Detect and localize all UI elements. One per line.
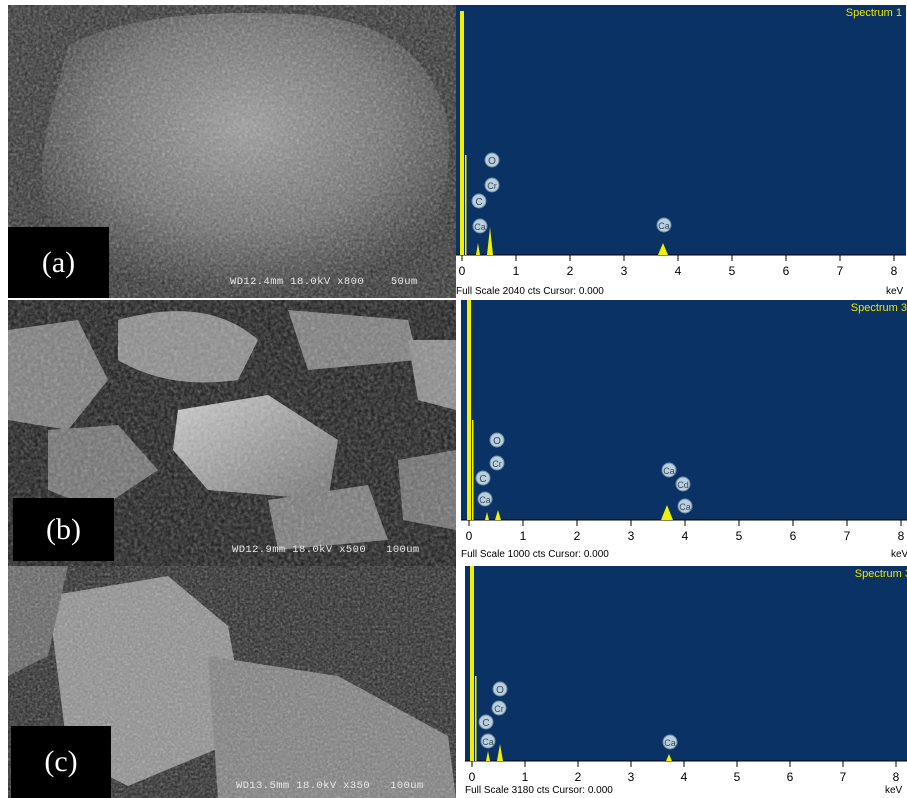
panel-label: (a) bbox=[8, 227, 109, 298]
tick-label: 3 bbox=[628, 770, 635, 784]
eds-plot-b: O Cr C Ca Ca Cd Ca 0 1 2 3 4 5 6 7 8 bbox=[461, 300, 907, 543]
tick-label: 5 bbox=[729, 264, 736, 278]
tick-label: 2 bbox=[574, 529, 581, 543]
tick-label: 4 bbox=[682, 529, 689, 543]
tick-label: 6 bbox=[787, 770, 794, 784]
axis-unit: keV bbox=[886, 286, 904, 297]
tick-label: 8 bbox=[898, 529, 905, 543]
tick-label: 0 bbox=[466, 529, 473, 543]
spectrum-title: Spectrum 3 bbox=[854, 568, 907, 580]
axis-unit: keV bbox=[891, 549, 907, 560]
svg-text:Cr: Cr bbox=[492, 459, 502, 469]
tick-label: 8 bbox=[891, 264, 898, 278]
svg-text:Ca: Ca bbox=[474, 222, 486, 232]
full-scale-readout: Full Scale 2040 cts Cursor: 0.000 bbox=[456, 286, 604, 297]
svg-text:O: O bbox=[496, 685, 504, 696]
svg-text:C: C bbox=[482, 718, 489, 729]
svg-text:Cr: Cr bbox=[494, 704, 504, 714]
tick-label: 6 bbox=[783, 264, 790, 278]
eds-spectrum-c: O Cr C Ca Ca 0 1 2 3 4 5 6 7 8 Spectrum 3 Full S… bbox=[465, 566, 907, 798]
tick-label: 8 bbox=[893, 770, 900, 784]
sem-image-b: (b) WD12.9mm 18.0kV x500 100um bbox=[8, 300, 456, 566]
tick-label: 3 bbox=[628, 529, 635, 543]
tick-label: 0 bbox=[469, 770, 476, 784]
svg-text:Cd: Cd bbox=[677, 480, 689, 490]
eds-spectrum-a: O Cr C Ca Ca 0 1 2 3 4 5 6 7 8 Spectrum 1 Full S… bbox=[456, 5, 906, 300]
panel-label: (c) bbox=[11, 726, 111, 798]
panel-b: (b) WD12.9mm 18.0kV x500 100um O Cr C Ca… bbox=[0, 300, 907, 566]
tick-label: 2 bbox=[575, 770, 582, 784]
sem-image-c: (c) WD13.5mm 18.0kV x350 100um bbox=[8, 566, 456, 798]
svg-text:O: O bbox=[488, 156, 496, 167]
sem-info: WD13.5mm 18.0kV x350 100um bbox=[236, 780, 424, 792]
tick-label: 5 bbox=[736, 529, 743, 543]
svg-text:C: C bbox=[479, 474, 486, 485]
svg-text:Cr: Cr bbox=[487, 181, 497, 191]
svg-text:Ca: Ca bbox=[658, 221, 670, 231]
axis-unit: keV bbox=[885, 785, 903, 796]
tick-label: 5 bbox=[734, 770, 741, 784]
panel-a: (a) WD12.4mm 18.0kV x800 50um O Cr C Ca … bbox=[0, 0, 907, 300]
tick-label: 1 bbox=[520, 529, 527, 543]
panel-label: (b) bbox=[13, 498, 114, 561]
svg-text:Ca: Ca bbox=[482, 737, 494, 747]
panel-c: (c) WD13.5mm 18.0kV x350 100um O Cr C Ca… bbox=[0, 566, 907, 798]
tick-label: 1 bbox=[513, 264, 520, 278]
tick-label: 3 bbox=[621, 264, 628, 278]
tick-label: 4 bbox=[681, 770, 688, 784]
eds-plot-c: O Cr C Ca Ca 0 1 2 3 4 5 6 7 8 bbox=[465, 566, 907, 784]
full-scale-readout: Full Scale 3180 cts Cursor: 0.000 bbox=[465, 785, 613, 796]
tick-label: 1 bbox=[522, 770, 529, 784]
full-scale-readout: Full Scale 1000 cts Cursor: 0.000 bbox=[461, 549, 609, 560]
tick-label: 2 bbox=[567, 264, 574, 278]
svg-text:Ca: Ca bbox=[679, 502, 691, 512]
tick-label: 7 bbox=[837, 264, 844, 278]
tick-label: 0 bbox=[459, 264, 466, 278]
svg-text:Ca: Ca bbox=[664, 738, 676, 748]
spectrum-title: Spectrum 1 bbox=[845, 7, 902, 19]
spectrum-title: Spectrum 3 bbox=[850, 302, 907, 314]
svg-text:O: O bbox=[493, 436, 501, 447]
svg-text:C: C bbox=[475, 197, 482, 208]
tick-label: 7 bbox=[844, 529, 851, 543]
sem-info: WD12.9mm 18.0kV x500 100um bbox=[232, 544, 420, 556]
tick-label: 6 bbox=[790, 529, 797, 543]
svg-text:Ca: Ca bbox=[663, 466, 675, 476]
tick-label: 7 bbox=[840, 770, 847, 784]
svg-text:Ca: Ca bbox=[479, 495, 491, 505]
eds-plot-a: O Cr C Ca Ca 0 1 2 3 4 5 6 7 8 bbox=[456, 5, 906, 278]
sem-info: WD12.4mm 18.0kV x800 50um bbox=[230, 276, 418, 288]
tick-label: 4 bbox=[675, 264, 682, 278]
sem-image-a: (a) WD12.4mm 18.0kV x800 50um bbox=[8, 5, 456, 298]
